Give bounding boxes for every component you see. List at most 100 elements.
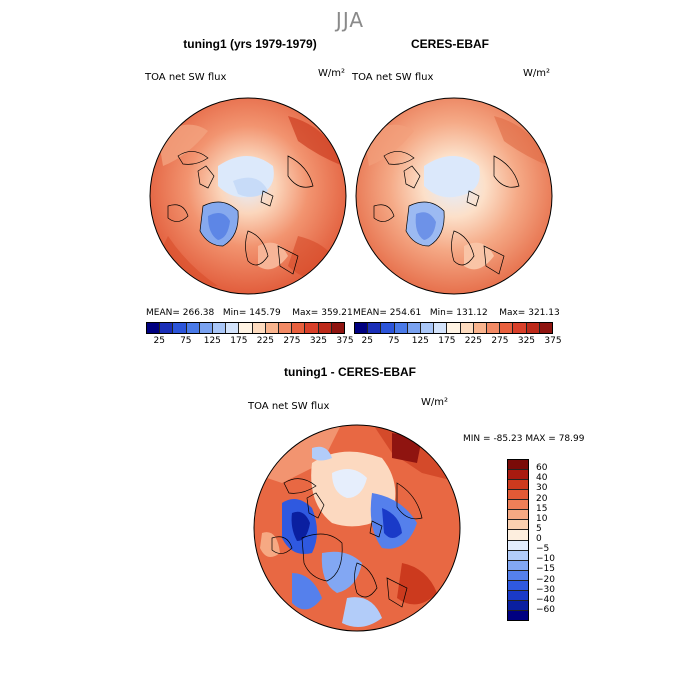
colorbar-swatch [508, 549, 528, 560]
colorbar-swatch [500, 323, 514, 333]
colorbar-tick-label: 225 [464, 336, 482, 346]
right-stats: MEAN= 254.61 Min= 131.12 Max= 321.13 [353, 308, 560, 318]
colorbar-swatch [368, 323, 382, 333]
colorbar-swatch [252, 323, 266, 333]
colorbar-swatch [513, 323, 527, 333]
diff-colorbar-ticks: 60 40 30 20 15 10 5 0 −5 −10 −15 −20 −30 −40 −60 [536, 459, 576, 621]
right-panel-title: CERES-EBAF [410, 37, 489, 51]
diff-min-label: MIN = [463, 434, 491, 444]
colorbar-tick-label: 125 [203, 336, 221, 346]
left-mean-value: 266.38 [182, 308, 215, 318]
colorbar-tick-label: 325 [517, 336, 536, 346]
colorbar-tick-label: 225 [256, 336, 274, 346]
colorbar-tick-label: −30 [536, 584, 555, 595]
diff-panel-title: tuning1 - CERES-EBAF [284, 365, 416, 379]
colorbar-tick-label: 0 [536, 534, 542, 544]
colorbar-swatch [508, 509, 528, 520]
colorbar-swatch [508, 579, 528, 590]
colorbar-swatch [508, 469, 528, 480]
colorbar-tick-label: 375 [544, 336, 562, 346]
right-max-value: 321.13 [528, 308, 560, 318]
colorbar-tick-label: 25 [361, 336, 373, 346]
right-polar-map [355, 97, 553, 295]
colorbar-swatch [421, 323, 435, 333]
colorbar-tick-label: 275 [283, 336, 301, 346]
colorbar-swatch [279, 323, 293, 333]
colorbar-tick-label: 40 [536, 473, 548, 484]
colorbar-swatch [407, 323, 422, 333]
colorbar-tick-label: 125 [411, 336, 429, 346]
colorbar-tick-label: 60 [536, 463, 548, 474]
diff-var-label: TOA net SW flux [248, 401, 330, 412]
colorbar-swatch [173, 323, 187, 333]
colorbar-swatch [186, 323, 200, 333]
left-units: W/m² [318, 68, 346, 79]
left-colorbar [146, 322, 345, 334]
colorbar-tick-label: 375 [336, 336, 354, 346]
colorbar-swatch [213, 323, 227, 333]
colorbar-swatch [508, 529, 528, 540]
colorbar-tick-label: −10 [536, 554, 555, 565]
colorbar-swatch [434, 323, 448, 333]
colorbar-tick-label: 175 [438, 336, 456, 346]
colorbar-swatch [199, 323, 214, 333]
season-title: JJA [335, 8, 365, 32]
colorbar-swatch [460, 323, 474, 333]
right-max-label: Max= [499, 308, 526, 318]
colorbar-swatch [447, 323, 461, 333]
diff-max-value: 78.99 [558, 434, 585, 444]
colorbar-swatch [508, 589, 528, 600]
right-min-value: 131.12 [456, 308, 488, 318]
colorbar-tick-label: 75 [388, 336, 400, 346]
colorbar-tick-label: 20 [536, 493, 548, 504]
colorbar-swatch [539, 323, 553, 333]
right-units: W/m² [523, 68, 551, 79]
colorbar-swatch [226, 323, 240, 333]
diff-polar-map [253, 424, 461, 632]
colorbar-swatch [508, 460, 528, 470]
colorbar-swatch [331, 323, 345, 333]
right-min-label: Min= [429, 308, 454, 318]
colorbar-swatch [526, 323, 540, 333]
colorbar-swatch [239, 323, 253, 333]
colorbar-swatch [265, 323, 280, 333]
left-panel-title: tuning1 (yrs 1979-1979) [183, 37, 317, 51]
left-stats: MEAN= 266.38 Min= 145.79 Max= 359.21 [146, 308, 353, 318]
diff-stats: MIN = -85.23 MAX = 78.99 [463, 434, 584, 444]
colorbar-swatch [508, 519, 528, 530]
colorbar-tick-label: −20 [536, 574, 555, 585]
colorbar-tick-label: 15 [536, 503, 548, 514]
colorbar-swatch [508, 559, 528, 570]
colorbar-swatch [355, 323, 369, 333]
right-mean-label: MEAN= [353, 308, 387, 318]
colorbar-swatch [318, 323, 332, 333]
colorbar-tick-label: 325 [309, 336, 328, 346]
colorbar-swatch [508, 569, 528, 580]
colorbar-swatch [487, 323, 501, 333]
colorbar-tick-label: 5 [536, 523, 542, 534]
diff-colorbar [507, 459, 529, 621]
colorbar-tick-label: −60 [536, 604, 555, 615]
left-var-label: TOA net SW flux [145, 72, 227, 83]
colorbar-tick-label: −5 [536, 544, 550, 555]
colorbar-swatch [508, 609, 528, 620]
right-mean-value: 254.61 [389, 308, 422, 318]
colorbar-swatch [147, 323, 161, 333]
left-polar-map [149, 97, 347, 295]
colorbar-swatch [473, 323, 488, 333]
left-max-value: 359.21 [321, 308, 353, 318]
left-mean-label: MEAN= [146, 308, 180, 318]
colorbar-tick-label: −15 [536, 564, 555, 575]
diff-min-value: -85.23 [493, 434, 523, 444]
diff-units: W/m² [421, 397, 449, 408]
colorbar-swatch [508, 539, 528, 550]
left-min-label: Min= [222, 308, 247, 318]
left-min-value: 145.79 [249, 308, 281, 318]
colorbar-tick-label: 25 [153, 336, 165, 346]
colorbar-swatch [508, 479, 528, 490]
left-max-label: Max= [292, 308, 319, 318]
colorbar-swatch [305, 323, 319, 333]
colorbar-swatch [292, 323, 306, 333]
colorbar-swatch [508, 489, 528, 500]
right-var-label: TOA net SW flux [352, 72, 434, 83]
